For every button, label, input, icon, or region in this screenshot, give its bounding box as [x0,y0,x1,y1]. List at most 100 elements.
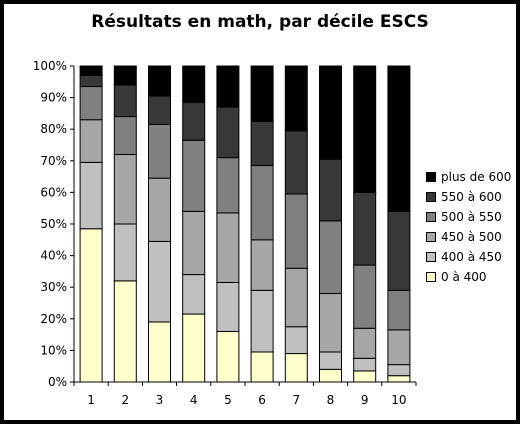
bar-segment [319,220,342,295]
bar-segment [148,240,171,323]
bar-segment [216,281,240,332]
x-tick-label: 4 [190,393,198,407]
legend-item: 450 à 500 [426,227,516,247]
bar-segment [113,280,137,383]
legend-label: 500 à 550 [441,210,502,224]
bar-segment [79,74,103,88]
legend-label: 450 à 500 [441,230,502,244]
bar-segment [113,116,137,155]
bar-segment [284,130,308,195]
bar-segment [387,210,411,291]
bar-segment [250,165,274,241]
bar-segment [182,210,206,276]
bar-segment [319,293,342,353]
legend-swatch [426,252,436,262]
bar-segment [250,120,274,167]
bar-segment [353,327,377,359]
bar-segment [387,375,411,383]
bar-segment [148,95,171,125]
bar-segment [148,321,171,383]
y-tick-label: 0% [48,375,67,389]
y-tick-label: 50% [40,217,67,231]
x-tick-label: 2 [121,393,129,407]
chart-title: Résultats en math, par décile ESCS [91,12,429,32]
bar-segment [79,86,103,121]
legend-label: 550 à 600 [441,190,502,204]
x-tick-label: 9 [361,393,369,407]
bar-segment [182,274,206,315]
x-tick-label: 7 [292,393,300,407]
x-tick-label: 10 [391,393,406,407]
bar-segment [182,313,206,383]
legend-item: 400 à 450 [426,247,516,267]
bar-segment [387,329,411,366]
legend-item: plus de 600 [426,167,516,187]
bar-segment [216,106,240,159]
legend-item: 0 à 400 [426,267,516,287]
y-tick-label: 80% [40,122,67,136]
bar-segment [216,65,240,108]
legend-label: plus de 600 [441,170,512,184]
legend-item: 550 à 600 [426,187,516,207]
y-tick-label: 40% [40,249,67,263]
x-tick-label: 3 [156,393,164,407]
legend-swatch [426,272,436,282]
bar-segment [182,139,206,212]
x-tick-label: 6 [258,393,266,407]
bar-segment [113,223,137,282]
y-tick-label: 90% [40,91,67,105]
legend-item: 500 à 550 [426,207,516,227]
bar-segment [250,239,274,291]
bar-segment [79,161,103,230]
bar-segment [79,228,103,383]
bar-segment [113,153,137,225]
bar-segment [113,84,137,118]
bar-segment [284,353,308,383]
bar-segment [79,65,103,76]
bar-segment [353,264,377,329]
legend-swatch [426,232,436,242]
bar-segment [250,351,274,383]
bar-segment [319,65,342,160]
legend-label: 400 à 450 [441,250,502,264]
bar-segment [284,193,308,269]
bar-segment [353,370,377,383]
bar-segment [284,267,308,328]
legend-swatch [426,192,436,202]
x-tick-label: 5 [224,393,232,407]
bar-segment [113,65,137,86]
y-tick-label: 100% [33,59,67,73]
bar-segment [319,158,342,222]
y-tick-label: 70% [40,154,67,168]
bar-segment [216,330,240,383]
bar-segment [182,101,206,141]
x-tick-label: 8 [327,393,335,407]
bar-segment [353,65,377,193]
bar-segment [79,119,103,163]
y-tick-label: 30% [40,280,67,294]
bar-segment [284,65,308,132]
bar-segment [387,364,411,377]
legend-label: 0 à 400 [441,270,487,284]
y-tick-label: 60% [40,185,67,199]
y-tick-label: 10% [40,343,67,357]
bar-segment [353,191,377,266]
x-tick-label: 1 [87,393,95,407]
bar-segment [250,65,274,122]
bar-segment [148,65,171,97]
bar-segment [216,157,240,214]
y-tick-label: 20% [40,312,67,326]
bar-segment [387,289,411,331]
bar-segment [319,351,342,370]
bar-segment [216,212,240,283]
chart-legend: plus de 600 550 à 600 500 à 550 450 à 500 40… [426,167,516,287]
bar-segment [182,65,206,103]
bar-segment [250,289,274,353]
legend-swatch [426,212,436,222]
bar-segment [148,123,171,179]
bar-segment [284,326,308,355]
bar-segment [353,357,377,372]
bar-segment [148,177,171,242]
bar-segment [387,65,411,212]
